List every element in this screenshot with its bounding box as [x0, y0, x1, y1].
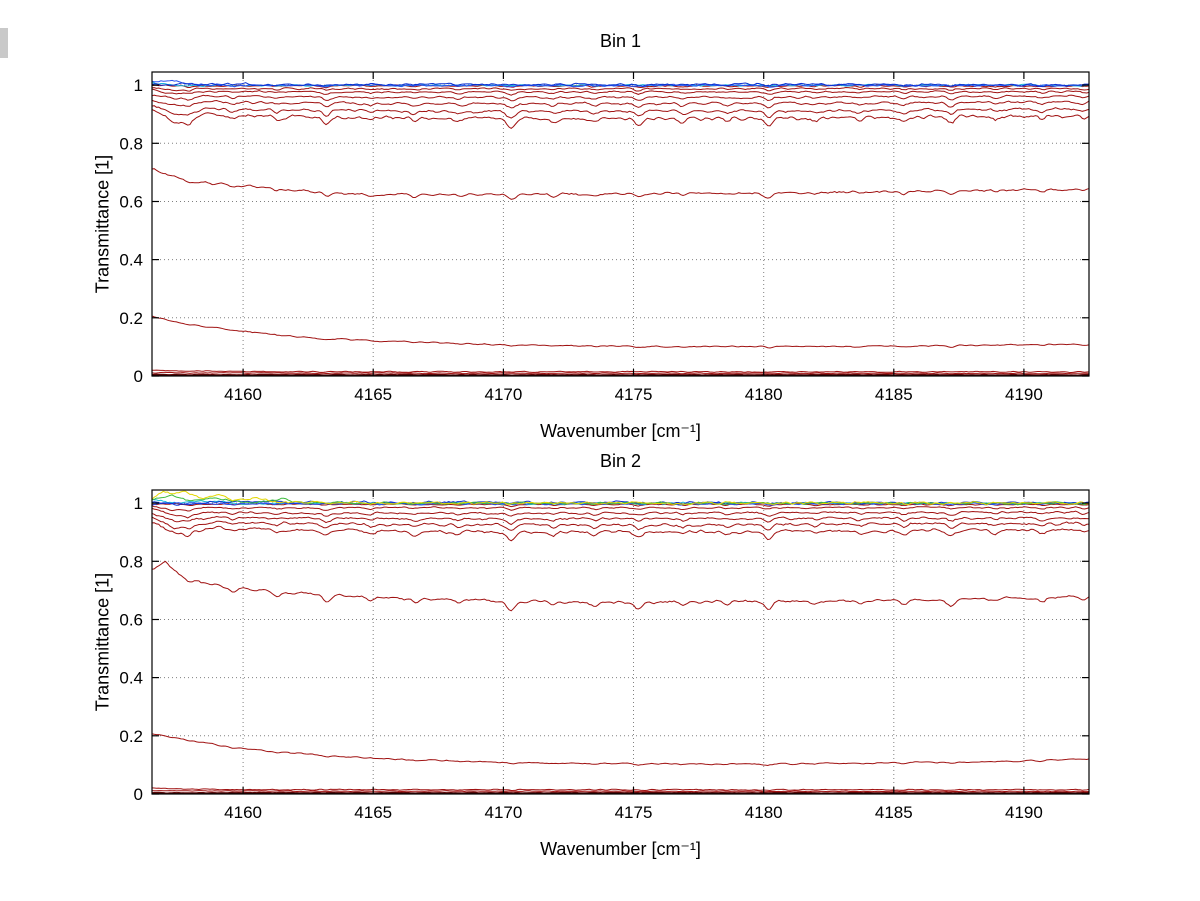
y-tick-label: 0.8 — [119, 134, 143, 153]
y-tick-label: 1 — [134, 494, 143, 513]
series-red-0.63 — [152, 168, 1089, 200]
x-axis-label-bin-1: Wavenumber [cm⁻¹] — [540, 421, 701, 441]
axes-box — [151, 489, 1090, 795]
series-red-0.11 — [152, 733, 1089, 767]
series-red-0.965 — [152, 507, 1089, 519]
y-tick-label: 0 — [134, 367, 143, 386]
series-darkred-0.005 — [152, 791, 1089, 794]
plot-title-bin-1: Bin 1 — [599, 31, 642, 51]
series-group — [152, 490, 1089, 794]
axes-box — [151, 71, 1090, 377]
screen-edge-artifact — [0, 28, 8, 58]
x-tick-label: 4170 — [484, 385, 522, 404]
x-tick-label: 4170 — [484, 803, 522, 822]
series-red-0.67 — [152, 560, 1089, 612]
y-tick-label: 0.4 — [119, 251, 143, 270]
x-tick-label: 4165 — [354, 803, 392, 822]
tick-marks — [152, 72, 1089, 377]
series-red-0.94 — [152, 99, 1089, 109]
plot-title-bin-2: Bin 2 — [599, 451, 642, 471]
y-tick-label: 0 — [134, 785, 143, 804]
x-tick-label: 4185 — [875, 803, 913, 822]
x-tick-label: 4180 — [745, 803, 783, 822]
series-red-0.018 — [152, 369, 1089, 374]
series-red-0.99 — [152, 86, 1089, 92]
series-red-0.010 — [152, 371, 1089, 375]
x-tick-label: 4165 — [354, 385, 392, 404]
x-tick-label: 4175 — [615, 803, 653, 822]
series-blue-1.00-a — [152, 82, 1089, 88]
x-tick-label: 4160 — [224, 385, 262, 404]
y-tick-label: 0.2 — [119, 309, 143, 328]
y-tick-label: 1 — [134, 76, 143, 95]
series-red-0.985 — [152, 505, 1089, 512]
series-darkred-0.005 — [152, 373, 1089, 376]
x-tick-label: 4180 — [745, 385, 783, 404]
x-tick-label: 4190 — [1005, 803, 1043, 822]
series-red-0.98 — [152, 88, 1089, 96]
axes-bin-1: 4160 4165 4170 4175 4180 4185 4190 0 0.2 0.4 0.6 0.… — [119, 71, 1090, 404]
series-red-0.95 — [152, 513, 1089, 526]
series-blue-1.00-b — [152, 79, 1089, 88]
x-tick-label: 4190 — [1005, 385, 1043, 404]
x-tick-label: 4185 — [875, 385, 913, 404]
x-axis-label-bin-2: Wavenumber [cm⁻¹] — [540, 839, 701, 859]
series-red-0.010 — [152, 790, 1089, 793]
series-red-0.92 — [152, 105, 1089, 119]
series-yellow-1.00 — [152, 490, 1089, 506]
x-tick-label: 4175 — [615, 385, 653, 404]
tick-labels: 4160 4165 4170 4175 4180 4185 4190 0 0.2 0.4 0.6 0.… — [119, 494, 1042, 822]
tick-marks — [152, 490, 1089, 795]
series-red-0.905 — [152, 522, 1089, 542]
y-tick-label: 0.2 — [119, 727, 143, 746]
series-red-0.018 — [152, 787, 1089, 792]
series-red-0.10 — [152, 315, 1089, 349]
x-tick-label: 4160 — [224, 803, 262, 822]
axes-bin-2: 4160 4165 4170 4175 4180 4185 4190 0 0.2 0.4 0.6 0.… — [119, 489, 1090, 822]
series-red-0.96 — [152, 94, 1089, 102]
tick-labels: 4160 4165 4170 4175 4180 4185 4190 0 0.2 0.4 0.6 0.… — [119, 76, 1042, 404]
series-red-0.93 — [152, 516, 1089, 531]
y-tick-label: 0.6 — [119, 193, 143, 212]
y-tick-label: 0.4 — [119, 669, 143, 688]
y-tick-label: 0.6 — [119, 611, 143, 630]
series-red-0.89 — [152, 109, 1089, 130]
y-tick-label: 0.8 — [119, 552, 143, 571]
series-group — [152, 79, 1089, 376]
